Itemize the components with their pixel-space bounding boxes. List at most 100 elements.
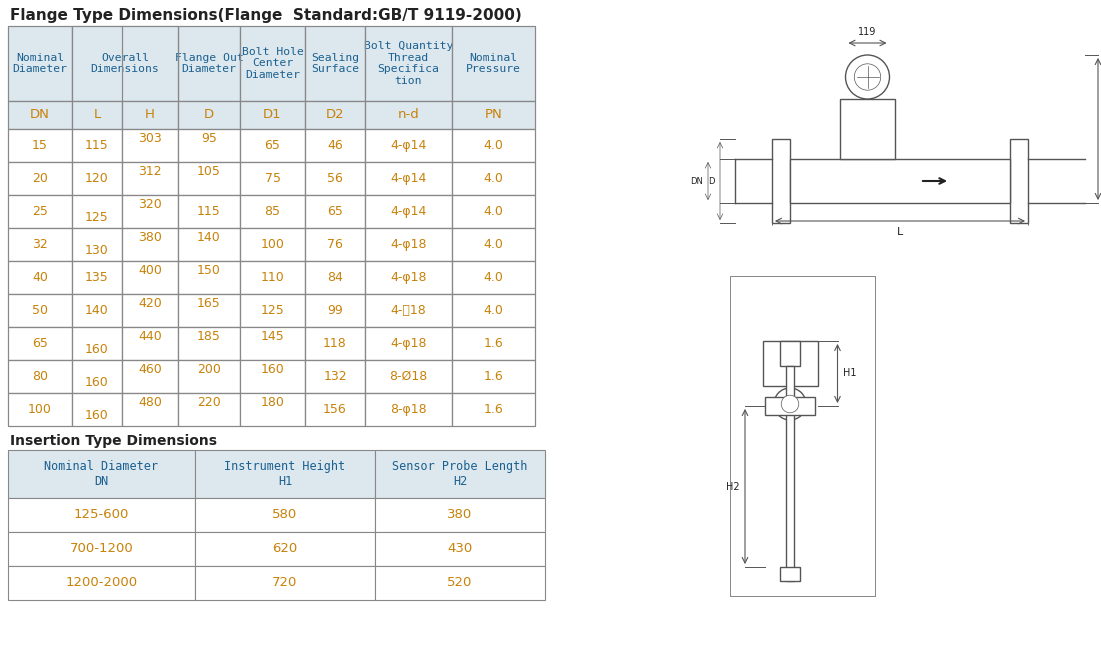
Bar: [72, 195, 122, 228]
Bar: [72, 129, 122, 162]
Bar: [178, 101, 240, 129]
Bar: [305, 360, 366, 393]
Bar: [305, 360, 366, 393]
Bar: [366, 294, 453, 327]
Bar: [122, 393, 178, 426]
Bar: [8, 393, 72, 426]
Bar: [178, 228, 240, 261]
Bar: [122, 101, 178, 129]
Bar: [305, 393, 366, 426]
Bar: [375, 450, 545, 498]
Text: 145: 145: [261, 337, 284, 350]
Bar: [780, 341, 800, 366]
Text: 119: 119: [859, 27, 876, 37]
Text: 115: 115: [197, 205, 221, 218]
Bar: [178, 393, 240, 426]
Text: 156: 156: [323, 403, 347, 416]
Text: 56: 56: [327, 172, 342, 185]
Bar: [8, 261, 72, 294]
Text: 440: 440: [138, 330, 162, 343]
Bar: [305, 101, 366, 129]
Bar: [178, 162, 240, 195]
Text: Bolt Hole
Center
Diameter: Bolt Hole Center Diameter: [241, 47, 304, 80]
Bar: [366, 261, 453, 294]
Bar: [453, 360, 535, 393]
Bar: [178, 327, 240, 360]
Text: 110: 110: [261, 271, 284, 284]
Text: D: D: [709, 176, 715, 186]
Bar: [178, 195, 240, 228]
Text: 4.0: 4.0: [483, 139, 503, 152]
Circle shape: [782, 395, 799, 413]
Bar: [840, 99, 895, 159]
Bar: [786, 366, 794, 581]
Bar: [122, 162, 178, 195]
Bar: [375, 498, 545, 532]
Text: 4-φ18: 4-φ18: [390, 337, 427, 350]
Text: 380: 380: [138, 231, 162, 244]
Bar: [453, 162, 535, 195]
Bar: [240, 360, 305, 393]
Bar: [780, 567, 800, 581]
Bar: [122, 26, 178, 101]
Bar: [366, 101, 453, 129]
Bar: [453, 101, 535, 129]
Bar: [178, 360, 240, 393]
Text: 125: 125: [261, 304, 284, 317]
Bar: [366, 162, 453, 195]
Bar: [8, 327, 72, 360]
Bar: [72, 195, 122, 228]
Bar: [305, 101, 366, 129]
Text: 160: 160: [261, 370, 284, 383]
Bar: [240, 162, 305, 195]
Bar: [366, 26, 453, 101]
Bar: [8, 26, 72, 101]
Bar: [241, 393, 304, 425]
Bar: [195, 532, 375, 566]
Text: 85: 85: [264, 205, 281, 218]
Circle shape: [846, 55, 890, 99]
Bar: [8, 129, 72, 162]
Bar: [72, 26, 122, 101]
Bar: [305, 195, 366, 228]
Bar: [178, 327, 240, 360]
Bar: [72, 129, 122, 162]
Bar: [305, 195, 366, 228]
Bar: [178, 26, 240, 101]
Bar: [453, 360, 535, 393]
Bar: [366, 261, 453, 294]
Bar: [195, 498, 375, 532]
Text: 8-φ18: 8-φ18: [390, 403, 427, 416]
Bar: [8, 532, 195, 566]
Text: 1.6: 1.6: [483, 337, 503, 350]
Text: DN: DN: [30, 108, 50, 121]
Text: PN: PN: [484, 108, 502, 121]
Bar: [178, 195, 240, 228]
Bar: [366, 195, 453, 228]
Bar: [375, 566, 545, 600]
Text: 130: 130: [85, 244, 109, 257]
Bar: [730, 276, 875, 596]
Bar: [305, 228, 366, 261]
Text: 1200-2000: 1200-2000: [65, 577, 138, 590]
Bar: [366, 129, 453, 162]
Text: Nominal
Diameter: Nominal Diameter: [12, 52, 67, 74]
Text: 65: 65: [327, 205, 342, 218]
Bar: [240, 129, 305, 162]
Bar: [305, 228, 366, 261]
Bar: [240, 129, 305, 162]
Text: 1.6: 1.6: [483, 403, 503, 416]
Text: 140: 140: [85, 304, 109, 317]
Text: 180: 180: [261, 403, 284, 416]
Bar: [366, 162, 453, 195]
Text: D: D: [204, 108, 214, 121]
Bar: [8, 228, 72, 261]
Bar: [763, 341, 818, 386]
Bar: [453, 261, 535, 294]
Text: 4-φ14: 4-φ14: [391, 139, 427, 152]
Bar: [453, 327, 535, 360]
Text: 4.0: 4.0: [483, 304, 503, 317]
Text: 84: 84: [327, 271, 342, 284]
Bar: [178, 129, 240, 162]
Bar: [305, 162, 366, 195]
